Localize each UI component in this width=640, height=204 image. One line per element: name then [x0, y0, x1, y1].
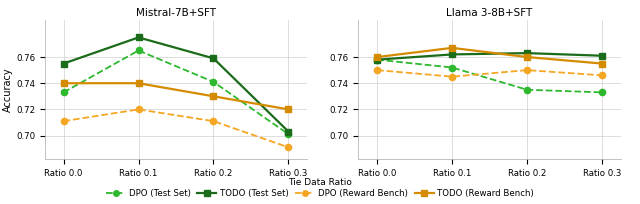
Y-axis label: Accuracy: Accuracy [3, 68, 13, 112]
Text: Tie Data Ratio: Tie Data Ratio [288, 178, 352, 187]
Title: Mistral-7B+SFT: Mistral-7B+SFT [136, 8, 216, 18]
Title: Llama 3-8B+SFT: Llama 3-8B+SFT [447, 8, 532, 18]
Legend: DPO (Test Set), TODO (Test Set), DPO (Reward Bench), TODO (Reward Bench): DPO (Test Set), TODO (Test Set), DPO (Re… [103, 186, 537, 202]
